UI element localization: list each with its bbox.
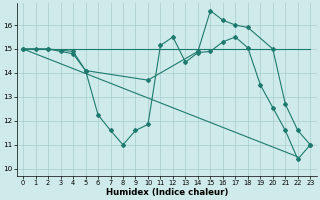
X-axis label: Humidex (Indice chaleur): Humidex (Indice chaleur) bbox=[106, 188, 228, 197]
